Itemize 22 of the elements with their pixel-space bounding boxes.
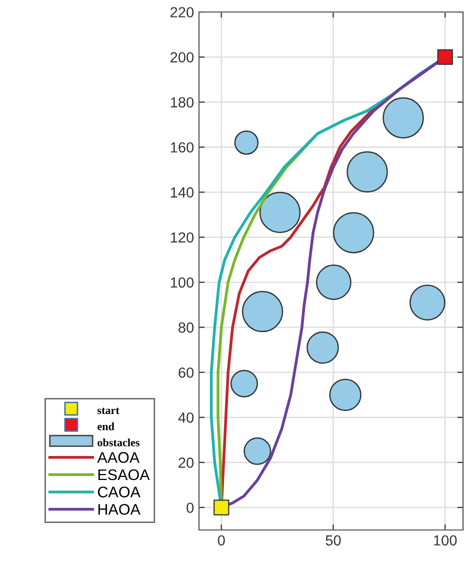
x-tick-label: 50 xyxy=(326,535,341,546)
legend-label: AAOA xyxy=(97,452,140,463)
y-tick-label: 40 xyxy=(178,412,194,423)
legend-label: end xyxy=(98,422,114,430)
y-tick-label: 220 xyxy=(170,7,194,18)
y-tick-label: 0 xyxy=(186,502,194,513)
x-tick-label: 0 xyxy=(218,535,225,546)
x-tick-label: 100 xyxy=(434,535,457,546)
y-tick-label: 120 xyxy=(170,232,194,243)
legend-label: obstacles xyxy=(98,438,140,446)
y-tick-label: 140 xyxy=(170,187,194,198)
y-tick-label: 200 xyxy=(170,52,194,62)
y-tick-label: 80 xyxy=(178,322,194,333)
legend-label: HAOA xyxy=(98,504,140,515)
legend-label: start xyxy=(98,408,120,414)
y-tick-label: 160 xyxy=(170,142,194,153)
y-tick-label: 60 xyxy=(178,367,194,378)
legend-label: ESAOA xyxy=(98,469,150,480)
y-tick-label: 180 xyxy=(170,97,194,108)
legend-label: CAOA xyxy=(98,486,140,498)
y-tick-label: 100 xyxy=(170,277,194,288)
y-tick-label: 20 xyxy=(178,458,194,468)
